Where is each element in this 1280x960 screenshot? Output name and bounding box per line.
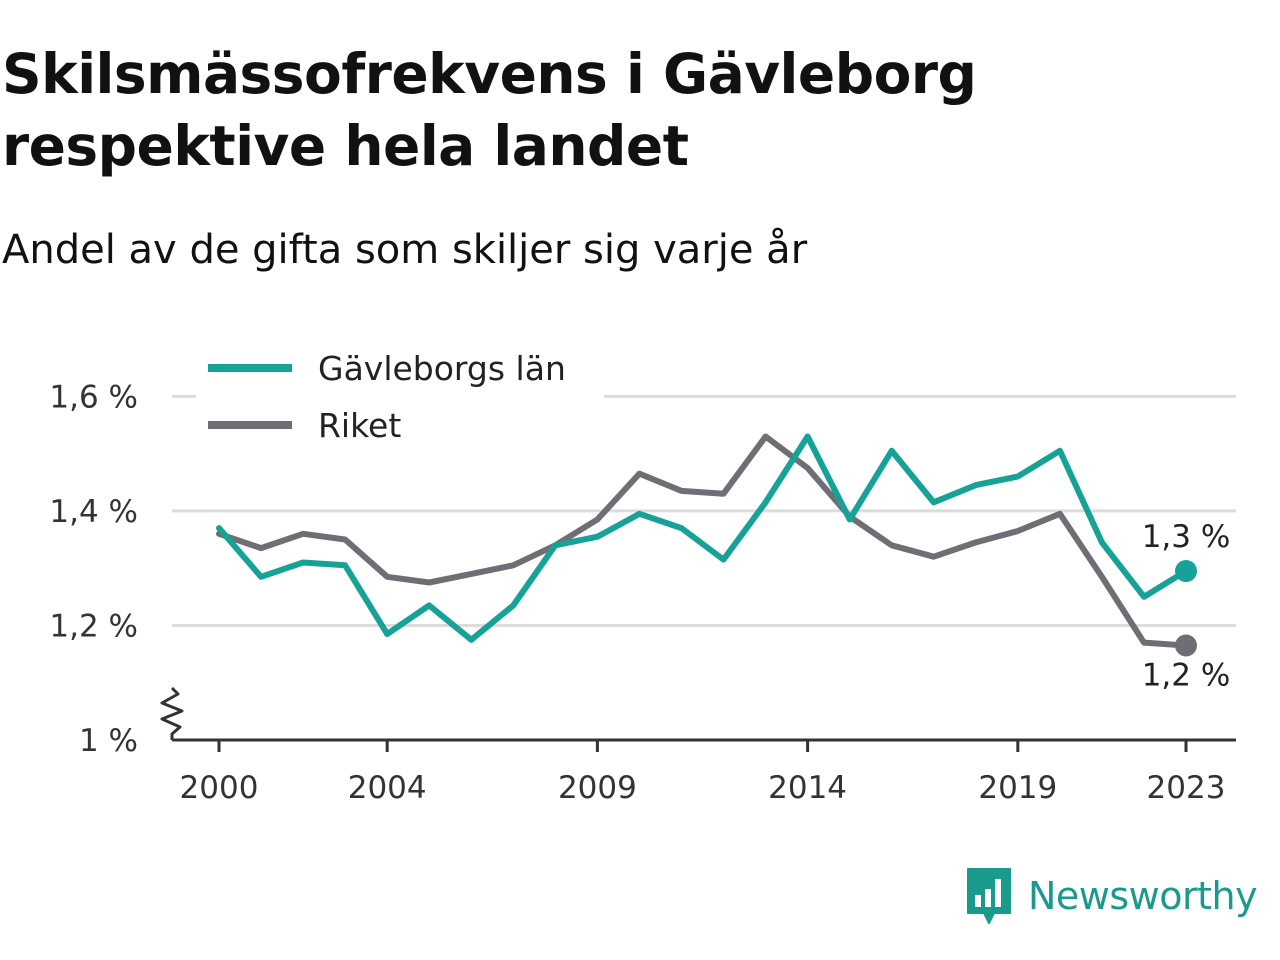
x-tick-label: 2023 — [1147, 770, 1226, 806]
x-tick-label: 2009 — [558, 770, 637, 806]
bar-chart-speech-bubble-icon — [967, 868, 1011, 924]
legend-background — [196, 340, 604, 458]
axes: 1 % 1,2 % 1,4 % 1,6 % 2000 2004 2009 2014 2019 20… — [49, 379, 1236, 806]
end-label-gavleborg: 1,3 % — [1142, 519, 1231, 555]
legend-label-gavleborg: Gävleborgs län — [318, 349, 566, 388]
line-chart: Gävleborgs län Riket 1 % 1,2 % 1,4 % 1,6 % 2… — [49, 340, 1236, 806]
series-line-gavleborg — [216, 433, 1189, 643]
x-tick-label: 2019 — [978, 770, 1057, 806]
y-tick-label: 1,4 % — [49, 494, 138, 530]
end-point-riket — [1175, 634, 1197, 657]
chart-subtitle: Andel av de gifta som skiljer sig varje … — [2, 227, 808, 273]
y-tick-label: 1,6 % — [49, 379, 138, 415]
x-tick-label: 2014 — [768, 770, 847, 806]
y-axis-break — [160, 686, 184, 740]
logo-text: Newsworthy — [1028, 874, 1258, 918]
y-tick-label: 1,2 % — [49, 608, 138, 644]
x-tick-label: 2000 — [180, 770, 259, 806]
series — [216, 433, 1197, 657]
y-tick-label: 1 % — [79, 723, 138, 759]
legend-label-riket: Riket — [318, 406, 401, 445]
end-point-gavleborg — [1175, 560, 1197, 583]
legend: Gävleborgs län Riket — [196, 340, 604, 458]
x-tick-label: 2004 — [348, 770, 427, 806]
end-label-riket: 1,2 % — [1142, 658, 1231, 694]
newsworthy-logo: Newsworthy — [964, 864, 1258, 928]
end-labels: 1,3 % 1,2 % — [1142, 519, 1231, 693]
chart-title: Skilsmässofrekvens i Gävleborg respektiv… — [2, 42, 977, 178]
series-line-riket — [216, 433, 1189, 649]
